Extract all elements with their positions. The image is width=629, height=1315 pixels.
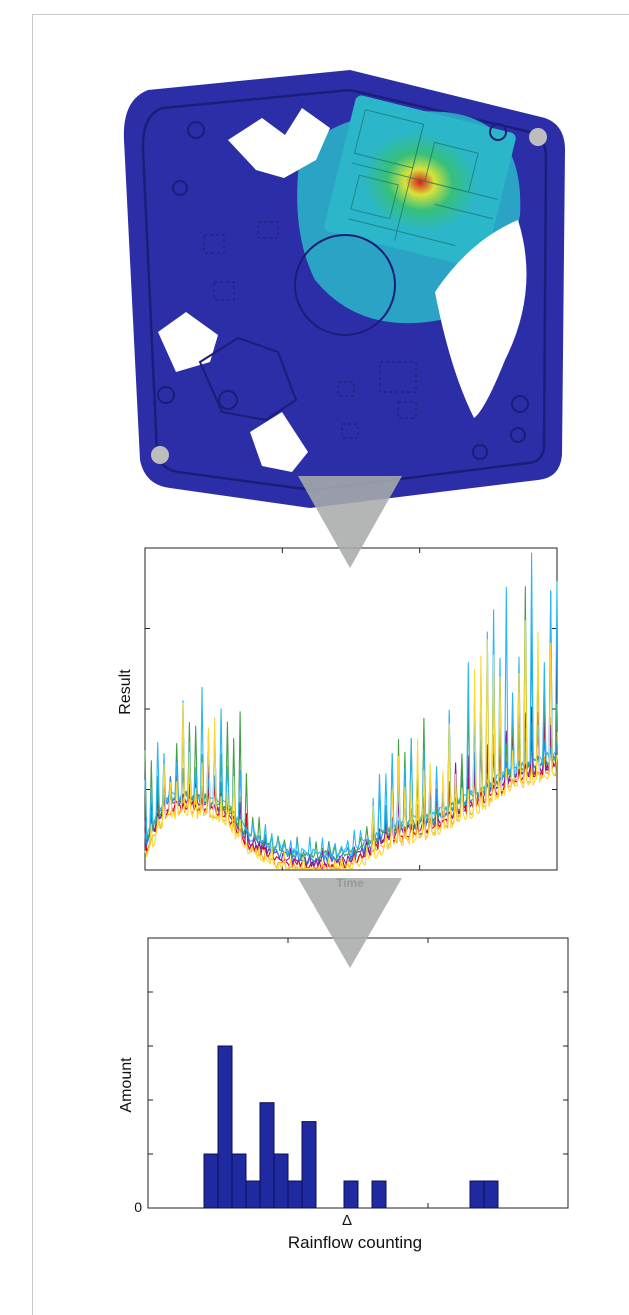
time-plot-ylabel: Result bbox=[117, 669, 134, 715]
center-boss bbox=[294, 234, 396, 336]
circuit-traces bbox=[348, 109, 498, 246]
time-plot-xlabel: Time bbox=[336, 876, 364, 890]
rainflow-xlabel: Rainflow counting bbox=[287, 1233, 423, 1252]
bracket-outline bbox=[198, 336, 298, 422]
mount-holes bbox=[151, 128, 547, 464]
rainflow-zero-tick: 0 bbox=[134, 1199, 142, 1215]
pocket-outlines bbox=[203, 221, 417, 439]
rainflow-delta-tick: Δ bbox=[341, 1212, 353, 1229]
heat-board bbox=[324, 95, 516, 269]
fea-heatmap-plate bbox=[123, 70, 565, 508]
plate-cutouts bbox=[158, 108, 527, 472]
rainflow-ylabel: Amount bbox=[118, 1057, 135, 1113]
figure-frame bbox=[32, 14, 629, 1315]
bolt-rings bbox=[157, 121, 529, 460]
